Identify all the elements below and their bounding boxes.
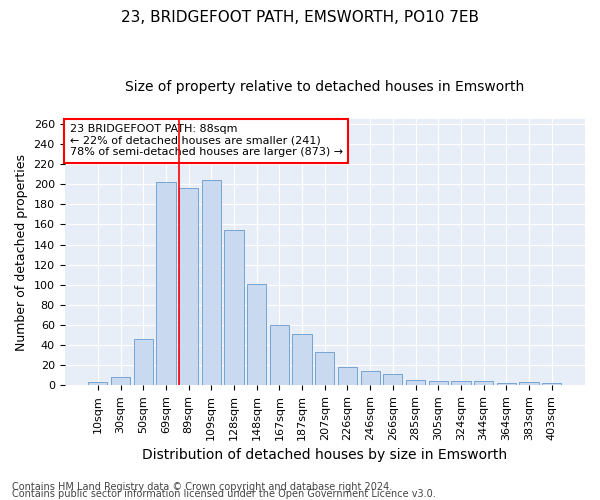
Bar xyxy=(202,180,221,386)
Bar xyxy=(224,230,244,386)
Bar xyxy=(520,382,539,386)
Bar xyxy=(474,382,493,386)
Bar xyxy=(88,382,107,386)
Bar xyxy=(134,339,153,386)
Bar xyxy=(270,325,289,386)
Y-axis label: Number of detached properties: Number of detached properties xyxy=(15,154,28,350)
Bar xyxy=(179,188,198,386)
Bar xyxy=(383,374,403,386)
Text: Contains HM Land Registry data © Crown copyright and database right 2024.: Contains HM Land Registry data © Crown c… xyxy=(12,482,392,492)
Bar xyxy=(406,380,425,386)
Text: 23, BRIDGEFOOT PATH, EMSWORTH, PO10 7EB: 23, BRIDGEFOOT PATH, EMSWORTH, PO10 7EB xyxy=(121,10,479,25)
Bar xyxy=(292,334,312,386)
Bar xyxy=(338,368,357,386)
X-axis label: Distribution of detached houses by size in Emsworth: Distribution of detached houses by size … xyxy=(142,448,508,462)
Bar xyxy=(542,384,562,386)
Bar xyxy=(451,382,470,386)
Bar xyxy=(111,378,130,386)
Bar xyxy=(156,182,176,386)
Bar xyxy=(315,352,334,386)
Bar xyxy=(247,284,266,386)
Text: Contains public sector information licensed under the Open Government Licence v3: Contains public sector information licen… xyxy=(12,489,436,499)
Bar xyxy=(361,372,380,386)
Text: 23 BRIDGEFOOT PATH: 88sqm
← 22% of detached houses are smaller (241)
78% of semi: 23 BRIDGEFOOT PATH: 88sqm ← 22% of detac… xyxy=(70,124,343,158)
Bar xyxy=(428,382,448,386)
Bar xyxy=(497,384,516,386)
Title: Size of property relative to detached houses in Emsworth: Size of property relative to detached ho… xyxy=(125,80,524,94)
